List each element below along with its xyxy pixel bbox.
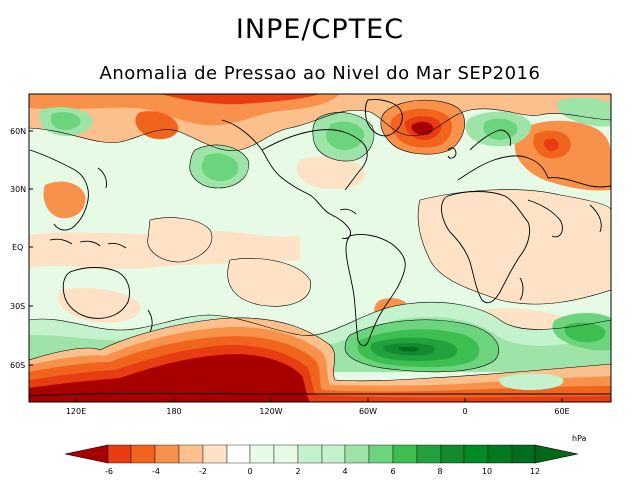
anomaly-region bbox=[29, 354, 310, 402]
anomaly-region bbox=[43, 181, 86, 219]
legend-tick-label: 10 bbox=[482, 467, 492, 476]
map-field bbox=[29, 94, 611, 402]
legend-arrow-left bbox=[64, 444, 109, 464]
anomaly-region bbox=[544, 138, 559, 151]
lon-label: 180 bbox=[166, 407, 181, 416]
anomaly-region bbox=[227, 258, 311, 307]
legend-swatch bbox=[487, 444, 513, 464]
longitude-axis: 120E 180 120W 60W 0 60E bbox=[66, 398, 570, 416]
lat-label: EQ bbox=[12, 243, 23, 252]
legend-swatch bbox=[249, 444, 275, 464]
legend-tick-label: -4 bbox=[152, 467, 160, 476]
legend-swatch bbox=[130, 444, 156, 464]
legend-ticks: -6 -4 -2 0 2 4 6 8 10 12 bbox=[105, 467, 540, 476]
color-legend: -6 -4 -2 0 2 4 6 8 10 12 hPa bbox=[64, 434, 587, 476]
anomaly-region bbox=[325, 121, 365, 150]
legend-swatch bbox=[368, 444, 394, 464]
lat-label: 60S bbox=[10, 361, 25, 370]
lon-label: 60W bbox=[359, 407, 377, 416]
lat-label: 30S bbox=[10, 302, 25, 311]
coastlines bbox=[29, 99, 611, 397]
lon-label: 120W bbox=[259, 407, 282, 416]
legend-swatch bbox=[511, 444, 536, 464]
legend-swatch bbox=[344, 444, 370, 464]
lon-label: 120E bbox=[66, 407, 86, 416]
anomaly-region bbox=[398, 346, 420, 352]
anomaly-region bbox=[296, 156, 366, 190]
legend-tick-label: -2 bbox=[199, 467, 207, 476]
legend-unit: hPa bbox=[572, 434, 587, 443]
anomaly-region bbox=[147, 217, 212, 262]
legend-tick-label: 6 bbox=[390, 467, 395, 476]
legend-arrow-right bbox=[534, 444, 579, 464]
legend-swatch bbox=[107, 444, 132, 464]
legend-tick-label: -6 bbox=[105, 467, 113, 476]
anomaly-region bbox=[499, 373, 564, 390]
lat-label: 60N bbox=[10, 127, 26, 136]
contour-lines bbox=[29, 99, 611, 382]
anomaly-region bbox=[50, 111, 81, 130]
legend-tick-label: 8 bbox=[437, 467, 442, 476]
anomaly-region bbox=[201, 153, 239, 182]
legend-tick-label: 0 bbox=[247, 467, 252, 476]
legend-swatch bbox=[226, 444, 251, 464]
legend-tick-label: 4 bbox=[342, 467, 347, 476]
anomaly-region bbox=[160, 94, 320, 105]
legend-swatch bbox=[297, 444, 323, 464]
latitude-axis: 60N 30N EQ 30S 60S bbox=[10, 127, 33, 370]
lat-label: 30N bbox=[10, 185, 26, 194]
legend-swatch bbox=[392, 444, 418, 464]
anomaly-region bbox=[135, 111, 179, 140]
map-title: Anomalia de Pressao ao Nivel do Mar SEP2… bbox=[99, 63, 541, 84]
map-frame bbox=[28, 93, 612, 403]
legend-swatch bbox=[440, 444, 465, 464]
legend-swatch bbox=[321, 444, 346, 464]
legend-swatch bbox=[463, 444, 489, 464]
legend-swatch bbox=[202, 444, 228, 464]
legend-swatch bbox=[273, 444, 299, 464]
institution-title: INPE/CPTEC bbox=[235, 14, 405, 45]
lon-label: 0 bbox=[462, 407, 467, 416]
anomaly-region bbox=[411, 121, 434, 136]
legend-swatch bbox=[178, 444, 204, 464]
anomaly-region bbox=[564, 322, 606, 343]
anomaly-region bbox=[418, 189, 611, 305]
anomaly-region bbox=[58, 288, 141, 323]
legend-tick-label: 12 bbox=[530, 467, 540, 476]
legend-swatch bbox=[416, 444, 442, 464]
legend-swatch bbox=[154, 444, 180, 464]
lon-label: 60E bbox=[554, 407, 569, 416]
legend-tick-label: 2 bbox=[295, 467, 300, 476]
anomaly-region bbox=[557, 97, 611, 127]
